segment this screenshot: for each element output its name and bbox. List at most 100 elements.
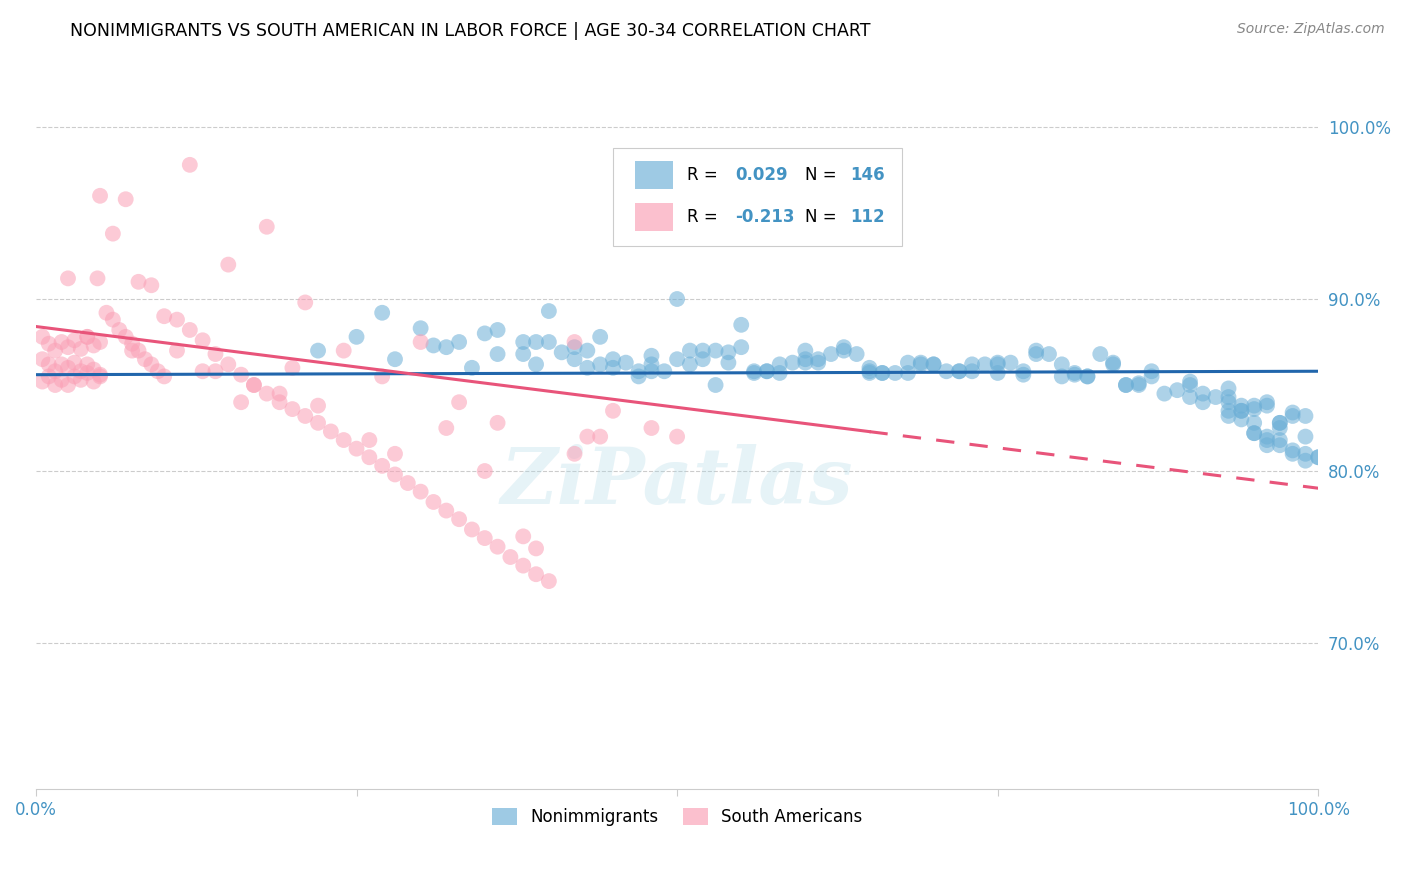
Point (1115, 378, 1137, 392)
Point (38, 369, 60, 384)
Point (1294, 453, 1316, 467)
Point (269, 395, 291, 409)
Bar (634, 161, 673, 189)
Point (243, 378, 266, 392)
Point (652, 364, 675, 378)
Point (51, 357, 73, 371)
Point (589, 330, 612, 344)
Point (217, 258, 239, 272)
Point (666, 352, 689, 367)
Point (38, 336, 60, 351)
Point (38, 357, 60, 371)
Point (31, 375, 53, 389)
Point (76, 366, 98, 380)
Point (371, 306, 394, 320)
Point (704, 378, 727, 392)
Point (191, 364, 214, 378)
Point (269, 386, 291, 401)
Point (1063, 366, 1085, 380)
Point (1128, 376, 1150, 391)
Point (794, 352, 817, 367)
Point (832, 340, 855, 354)
Point (1230, 404, 1253, 418)
Point (524, 541, 547, 556)
Point (1243, 426, 1265, 441)
Point (56, 271, 79, 285)
Point (1218, 390, 1240, 404)
Point (602, 360, 624, 375)
Point (434, 503, 457, 517)
Point (987, 366, 1010, 380)
Point (973, 357, 995, 371)
Point (858, 360, 880, 375)
Point (256, 386, 278, 401)
Point (1025, 347, 1047, 361)
Text: N =: N = (806, 208, 837, 226)
Point (134, 352, 156, 367)
Point (371, 458, 394, 473)
Point (86, 271, 108, 285)
Point (1230, 412, 1253, 426)
Point (89, 368, 111, 382)
Point (474, 326, 496, 341)
Point (1308, 450, 1330, 465)
Point (486, 323, 509, 337)
Point (1153, 386, 1175, 401)
Point (69, 373, 91, 387)
Point (31, 352, 53, 367)
Point (1076, 369, 1098, 384)
Point (872, 366, 894, 380)
Point (755, 364, 778, 378)
Point (576, 360, 599, 375)
Bar (634, 202, 673, 230)
Point (294, 409, 316, 423)
Point (922, 357, 945, 371)
Point (666, 292, 689, 306)
Point (409, 334, 432, 349)
Point (551, 345, 574, 359)
Point (359, 450, 381, 465)
Point (486, 416, 509, 430)
Point (1128, 378, 1150, 392)
Point (89, 334, 111, 349)
Point (474, 531, 496, 545)
Point (832, 343, 855, 358)
Point (346, 330, 368, 344)
Point (897, 366, 920, 380)
Point (564, 340, 586, 354)
Point (730, 340, 752, 354)
Point (1256, 433, 1278, 447)
Point (1178, 378, 1201, 392)
Point (1268, 421, 1291, 435)
Point (640, 364, 662, 378)
Point (346, 442, 368, 456)
Point (1140, 364, 1163, 378)
Point (1218, 381, 1240, 395)
Point (960, 357, 983, 371)
Point (76, 357, 98, 371)
Point (679, 343, 702, 358)
Point (332, 433, 354, 447)
Point (730, 318, 752, 332)
Text: R =: R = (688, 208, 718, 226)
Point (281, 360, 304, 375)
Point (742, 364, 765, 378)
Point (319, 425, 342, 439)
Point (1256, 399, 1278, 413)
Point (307, 343, 329, 358)
Point (101, 312, 124, 326)
Point (422, 495, 444, 509)
Point (141, 278, 163, 293)
Point (1308, 450, 1330, 465)
Point (1076, 369, 1098, 384)
Point (512, 334, 534, 349)
Point (742, 366, 765, 380)
Legend: Nonimmigrants, South Americans: Nonimmigrants, South Americans (485, 802, 869, 833)
Point (114, 330, 136, 344)
Text: 112: 112 (851, 208, 884, 226)
Point (858, 364, 880, 378)
Point (166, 312, 188, 326)
Point (56, 378, 79, 392)
Point (1294, 447, 1316, 461)
Point (910, 357, 932, 371)
